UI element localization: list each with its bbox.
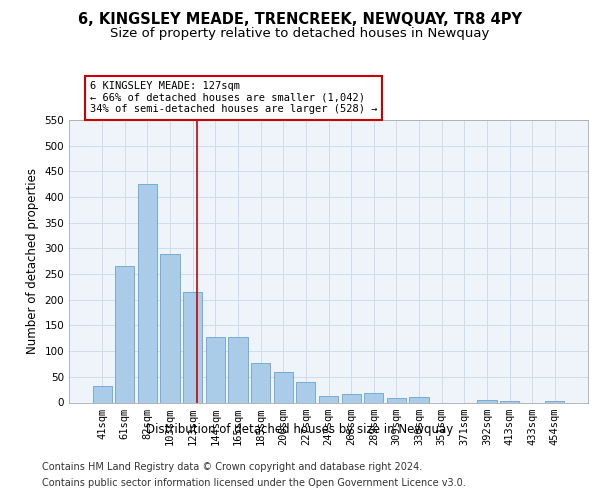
- Bar: [160, 254, 180, 402]
- Text: Size of property relative to detached houses in Newquay: Size of property relative to detached ho…: [110, 28, 490, 40]
- Bar: [319, 396, 338, 402]
- Text: 6, KINGSLEY MEADE, TRENCREEK, NEWQUAY, TR8 4PY: 6, KINGSLEY MEADE, TRENCREEK, NEWQUAY, T…: [78, 12, 522, 28]
- Text: Contains HM Land Registry data © Crown copyright and database right 2024.: Contains HM Land Registry data © Crown c…: [42, 462, 422, 472]
- Bar: [229, 338, 248, 402]
- Y-axis label: Number of detached properties: Number of detached properties: [26, 168, 39, 354]
- Bar: [138, 184, 157, 402]
- Bar: [115, 266, 134, 402]
- Text: Distribution of detached houses by size in Newquay: Distribution of detached houses by size …: [146, 422, 454, 436]
- Bar: [364, 394, 383, 402]
- Bar: [251, 363, 270, 403]
- Bar: [341, 394, 361, 402]
- Bar: [500, 401, 519, 402]
- Bar: [274, 372, 293, 402]
- Text: Contains public sector information licensed under the Open Government Licence v3: Contains public sector information licen…: [42, 478, 466, 488]
- Bar: [477, 400, 497, 402]
- Bar: [409, 398, 428, 402]
- Bar: [387, 398, 406, 402]
- Bar: [296, 382, 316, 402]
- Bar: [545, 401, 565, 402]
- Bar: [183, 292, 202, 403]
- Text: 6 KINGSLEY MEADE: 127sqm
← 66% of detached houses are smaller (1,042)
34% of sem: 6 KINGSLEY MEADE: 127sqm ← 66% of detach…: [90, 81, 377, 114]
- Bar: [92, 386, 112, 402]
- Bar: [206, 337, 225, 402]
